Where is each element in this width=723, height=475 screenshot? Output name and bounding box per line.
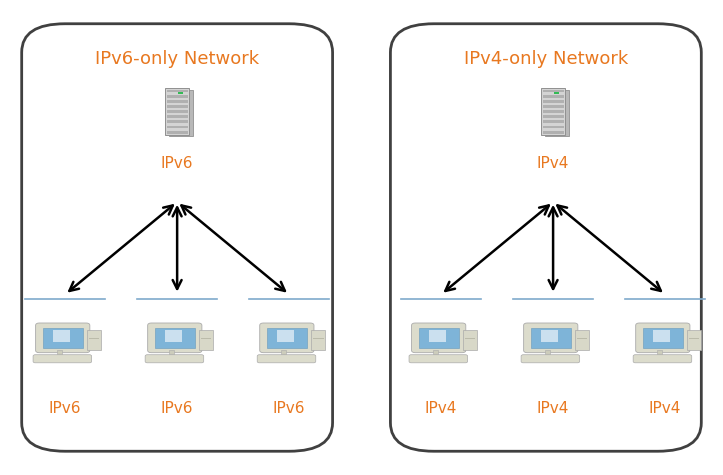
FancyBboxPatch shape (636, 323, 690, 352)
Bar (313, 338, 323, 339)
Text: IPv4: IPv4 (649, 401, 681, 416)
Bar (166, 95, 188, 98)
Bar (169, 351, 174, 354)
Bar (166, 105, 188, 108)
Bar (688, 330, 701, 351)
Bar (57, 351, 62, 354)
FancyBboxPatch shape (257, 355, 316, 363)
FancyBboxPatch shape (633, 355, 692, 363)
Bar (577, 338, 587, 339)
Bar (165, 88, 189, 135)
Text: IPv4: IPv4 (537, 401, 569, 416)
Text: IPv6-only Network: IPv6-only Network (95, 50, 260, 68)
FancyBboxPatch shape (35, 323, 90, 352)
Bar (654, 331, 670, 342)
Bar (278, 331, 294, 342)
Bar (155, 328, 194, 348)
Bar (542, 100, 564, 103)
FancyBboxPatch shape (411, 323, 466, 352)
Bar (267, 328, 307, 348)
Bar (166, 90, 188, 93)
Bar (542, 95, 564, 98)
FancyBboxPatch shape (409, 355, 468, 363)
Bar (542, 121, 564, 124)
Bar (429, 331, 445, 342)
Text: IPv4: IPv4 (425, 401, 457, 416)
Bar (657, 351, 662, 354)
Bar (166, 331, 182, 342)
Bar (166, 115, 188, 118)
FancyBboxPatch shape (390, 24, 701, 451)
FancyBboxPatch shape (145, 355, 204, 363)
Bar (542, 110, 564, 113)
Bar (542, 90, 564, 93)
Text: IPv4: IPv4 (537, 156, 569, 171)
Bar (179, 93, 183, 94)
Bar (168, 90, 193, 136)
Bar (166, 131, 188, 133)
FancyBboxPatch shape (33, 355, 92, 363)
Bar (465, 338, 475, 339)
Text: IPv6: IPv6 (273, 401, 305, 416)
Bar (545, 351, 550, 354)
Bar (166, 121, 188, 124)
FancyBboxPatch shape (147, 323, 202, 352)
Text: IPv6: IPv6 (161, 401, 193, 416)
Bar (542, 331, 558, 342)
Bar (542, 131, 564, 133)
Text: IPv6: IPv6 (49, 401, 81, 416)
Bar (312, 330, 325, 351)
Bar (43, 328, 82, 348)
Bar (166, 100, 188, 103)
Bar (166, 110, 188, 113)
FancyBboxPatch shape (523, 323, 578, 352)
FancyBboxPatch shape (22, 24, 333, 451)
Bar (555, 93, 559, 94)
Bar (201, 338, 211, 339)
Bar (89, 338, 99, 339)
Bar (643, 328, 683, 348)
Bar (689, 338, 699, 339)
Text: IPv4-only Network: IPv4-only Network (463, 50, 628, 68)
Bar (541, 88, 565, 135)
Bar (87, 330, 101, 351)
Text: IPv6: IPv6 (161, 156, 193, 171)
Bar (542, 125, 564, 129)
Bar (531, 328, 570, 348)
Bar (54, 331, 70, 342)
FancyBboxPatch shape (521, 355, 580, 363)
Bar (544, 90, 569, 136)
Bar (166, 125, 188, 129)
Bar (542, 115, 564, 118)
Bar (433, 351, 438, 354)
Bar (542, 105, 564, 108)
Bar (281, 351, 286, 354)
Bar (576, 330, 589, 351)
Bar (463, 330, 477, 351)
FancyBboxPatch shape (260, 323, 314, 352)
Bar (419, 328, 458, 348)
Bar (200, 330, 213, 351)
